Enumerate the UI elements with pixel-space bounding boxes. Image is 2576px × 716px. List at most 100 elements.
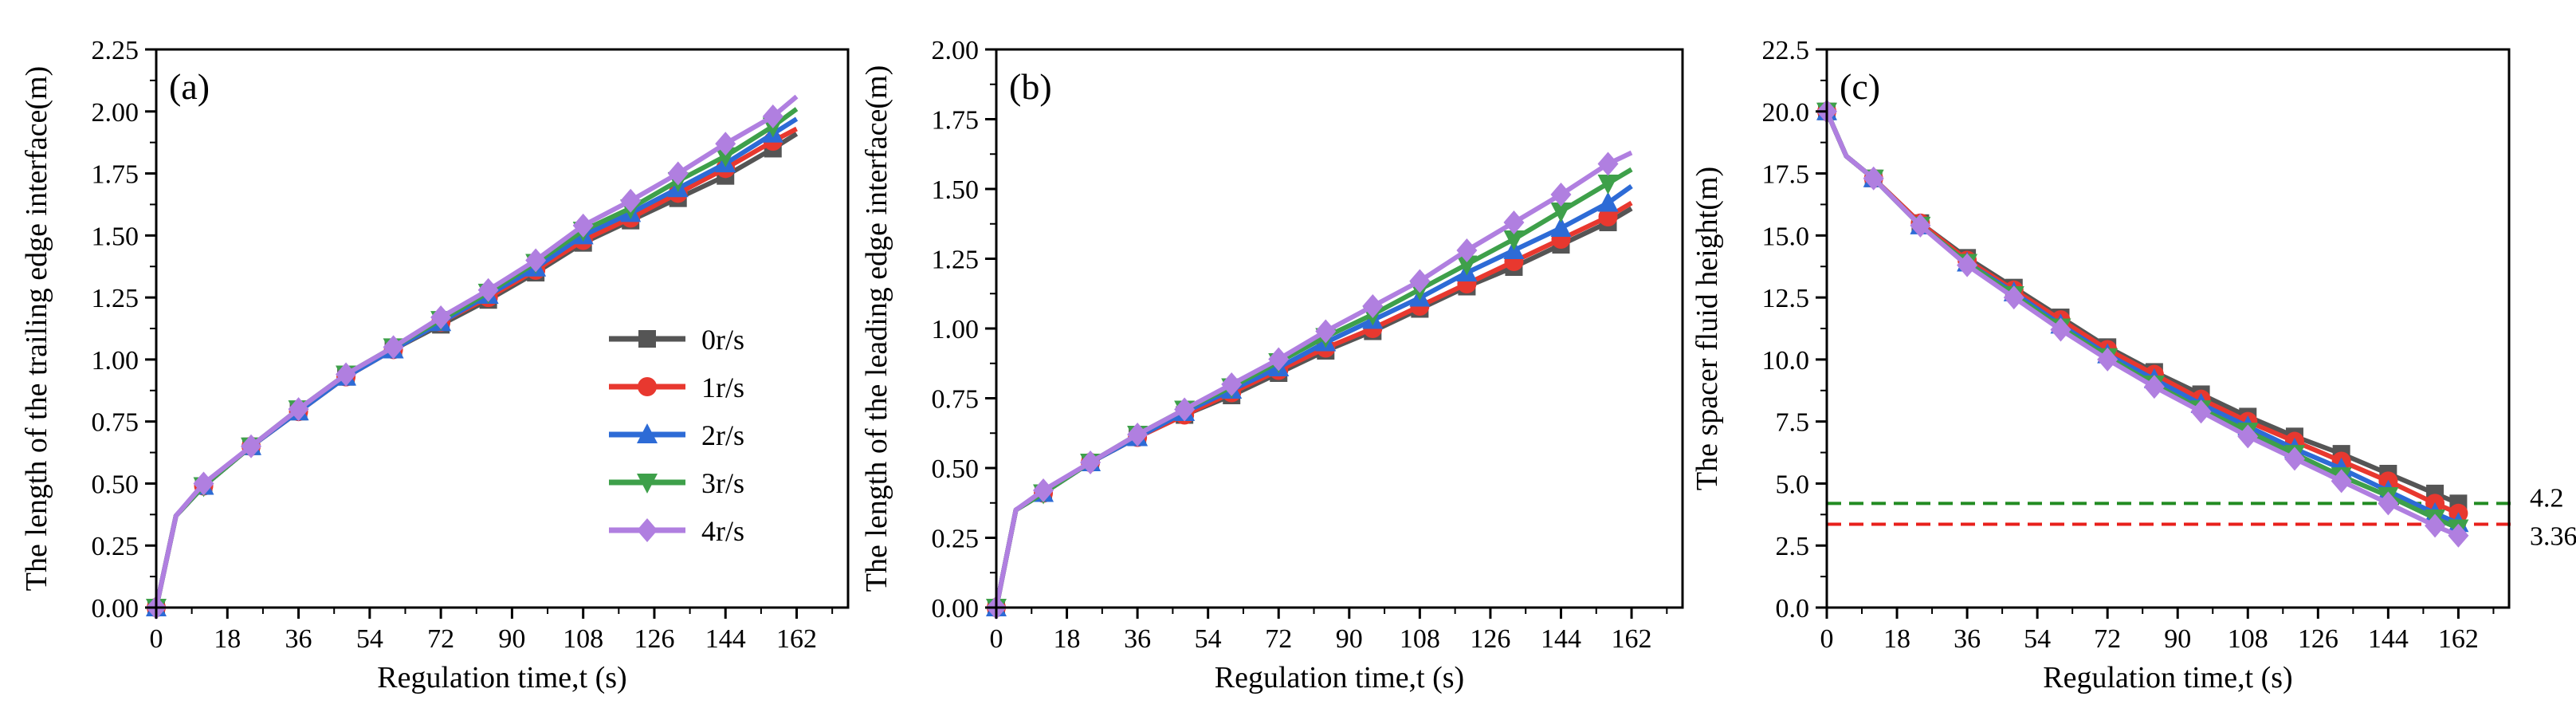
series-line-4r/s: [994, 150, 1633, 608]
x-tick-label: 0: [990, 624, 1003, 654]
series-line-2r/s: [154, 116, 799, 608]
y-tick-label: 1.50: [932, 175, 980, 205]
y-tick-label: 0.25: [92, 532, 139, 561]
series-line-1r/s: [994, 200, 1633, 608]
y-axis-title: The length of the leading edge interface…: [860, 65, 893, 592]
y-tick-label: 0.50: [932, 454, 980, 484]
y-tick-label: 2.00: [92, 98, 139, 128]
data-point: [1315, 319, 1337, 344]
x-tick-label: 108: [563, 624, 603, 654]
legend-entry-label: 0r/s: [701, 324, 744, 356]
y-tick-label: 7.5: [1776, 408, 1810, 438]
series-line-4r/s: [154, 94, 799, 608]
x-tick-label: 90: [498, 624, 525, 654]
data-point: [2190, 399, 2212, 424]
data-point: [1597, 191, 1619, 212]
legend-marker: [637, 518, 658, 542]
series-line-3r/s: [994, 167, 1633, 608]
data-point: [1863, 166, 1884, 191]
x-tick-label: 36: [1954, 624, 1981, 654]
chart-panel-c: 4.2 3.36 0 18 36 54 72 90 108 126 144 162 0.0 2.5 5.0 7…: [1690, 36, 2576, 694]
series-line-4r/s: [1824, 110, 2460, 538]
data-point: [430, 305, 452, 329]
data-point: [477, 277, 499, 302]
y-tick-label: 1.25: [92, 284, 139, 313]
data-point: [288, 397, 309, 422]
data-point: [2378, 491, 2399, 516]
data-point: [1550, 183, 1572, 207]
data-point: [1910, 213, 1931, 238]
x-tick-label: 18: [1054, 624, 1081, 654]
x-tick-label: 0: [1820, 624, 1834, 654]
reference-line-label: 3.36: [2530, 521, 2576, 551]
legend-marker: [638, 330, 656, 348]
data-point: [336, 362, 357, 387]
x-axis-title: Regulation time,t (s): [2043, 661, 2292, 694]
y-tick-label: 2.25: [92, 36, 139, 65]
x-tick-label: 162: [2438, 624, 2479, 654]
chart-panel-a: 0 18 36 54 72 90 108 126 144 162 0.00 0.25 0.50 0.75 1…: [20, 36, 850, 694]
y-tick-label: 0.00: [92, 594, 139, 624]
legend-entry-label: 3r/s: [701, 467, 744, 499]
data-point: [1957, 253, 1978, 277]
data-point: [2237, 424, 2259, 449]
y-tick-label: 22.5: [1762, 36, 1810, 65]
data-point: [1550, 203, 1572, 222]
x-tick-label: 36: [1124, 624, 1151, 654]
y-axis-title: The spacer fluid height(m): [1690, 167, 1724, 490]
x-tick-label: 126: [1470, 624, 1510, 654]
x-axis-title: Regulation time,t (s): [377, 661, 626, 694]
data-point: [2050, 317, 2071, 342]
data-point: [2425, 513, 2446, 538]
x-tick-label: 162: [776, 624, 817, 654]
y-tick-label: 0.75: [92, 408, 139, 438]
x-tick-label: 144: [2368, 624, 2409, 654]
data-point: [1503, 230, 1525, 250]
data-point: [2003, 285, 2024, 310]
data-point: [667, 161, 689, 186]
x-tick-label: 18: [214, 624, 241, 654]
x-tick-label: 72: [1265, 624, 1292, 654]
data-point: [1127, 423, 1149, 447]
data-point: [2331, 469, 2352, 494]
y-tick-label: 1.75: [932, 106, 980, 136]
y-tick-label: 1.00: [932, 315, 980, 344]
x-tick-label: 54: [2024, 624, 2051, 654]
y-tick-label: 0.00: [932, 594, 980, 624]
data-point: [2097, 347, 2119, 372]
data-point: [572, 213, 594, 238]
legend-marker: [637, 474, 658, 494]
y-tick-label: 20.0: [1762, 98, 1810, 128]
data-point: [1174, 397, 1196, 422]
data-point: [1080, 450, 1101, 474]
y-tick-label: 0.75: [932, 385, 980, 415]
data-point: [1598, 207, 1618, 226]
y-tick-label: 2.00: [932, 36, 980, 65]
y-tick-label: 1.50: [92, 222, 139, 251]
data-point: [1550, 217, 1572, 237]
y-tick-label: 2.5: [1776, 532, 1810, 561]
data-point: [241, 434, 262, 458]
chart-panel-b: 0 18 36 54 72 90 108 126 144 162 0.00 0.25 0.50 0.75 1…: [860, 36, 1684, 694]
data-point: [1409, 269, 1431, 293]
data-point: [1456, 238, 1478, 262]
data-point: [620, 188, 642, 213]
data-point: [715, 147, 736, 167]
x-tick-label: 0: [150, 624, 163, 654]
series-line-0r/s: [994, 206, 1633, 608]
data-point: [1362, 294, 1384, 318]
data-point: [1456, 255, 1478, 276]
panel-label: (c): [1840, 66, 1880, 107]
x-tick-label: 108: [1400, 624, 1440, 654]
data-point: [1503, 210, 1525, 234]
y-tick-label: 12.5: [1762, 284, 1810, 313]
x-tick-label: 144: [1541, 624, 1581, 654]
y-tick-label: 1.25: [932, 246, 980, 275]
legend-marker: [638, 377, 657, 396]
y-tick-label: 0.50: [92, 470, 139, 499]
legend-entry-label: 1r/s: [701, 372, 744, 403]
y-tick-label: 10.0: [1762, 346, 1810, 376]
y-tick-label: 0.25: [932, 525, 980, 554]
series-line-1r/s: [154, 126, 798, 608]
x-tick-label: 126: [634, 624, 674, 654]
